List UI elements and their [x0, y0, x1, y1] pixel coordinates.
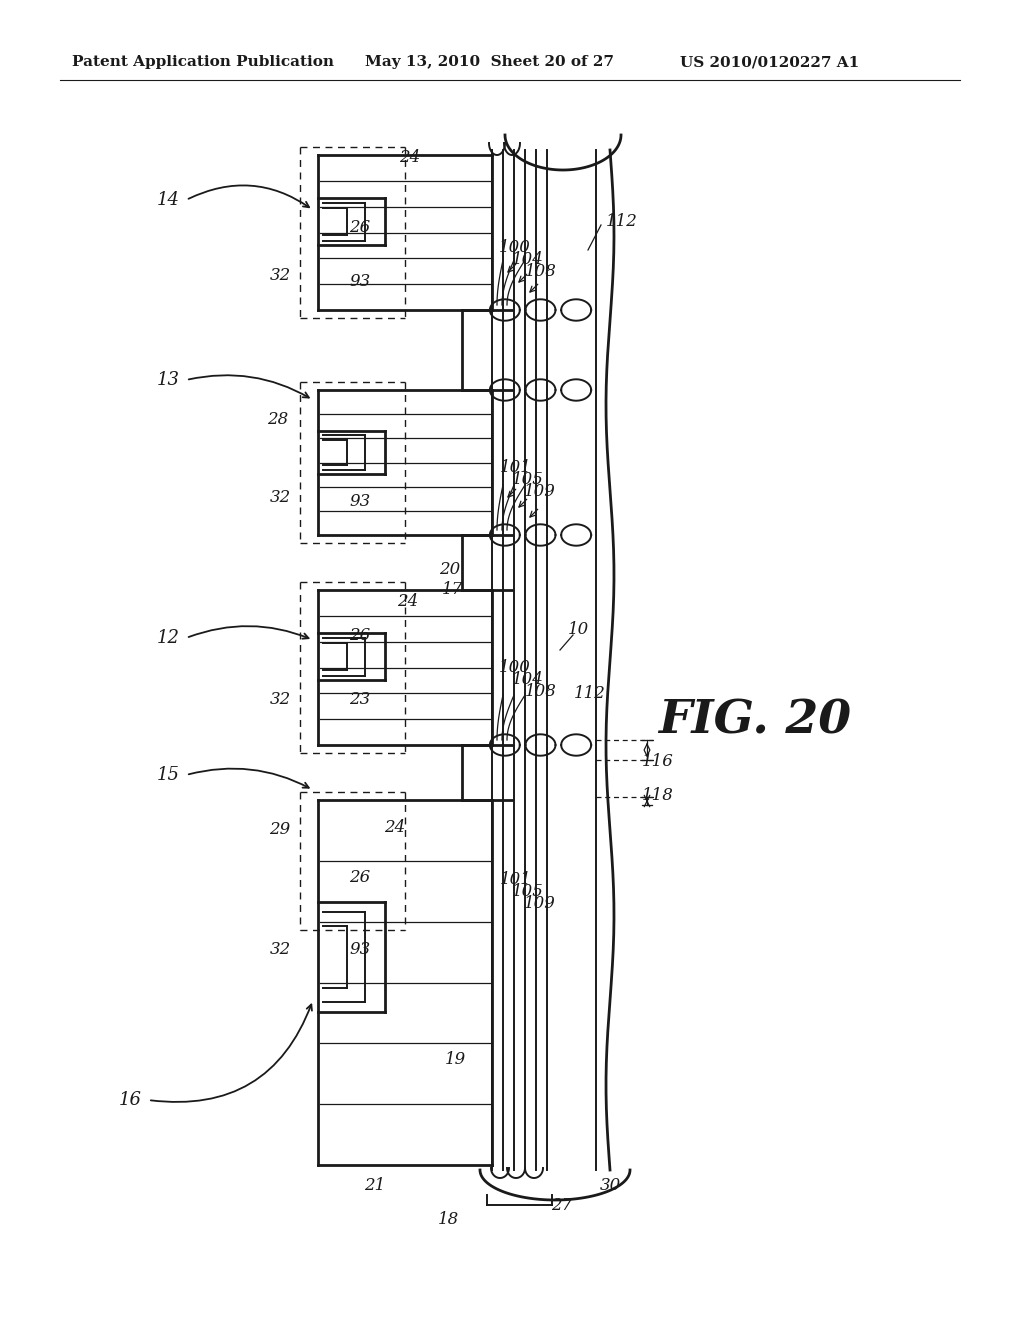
Text: 29: 29	[269, 821, 291, 838]
Text: 17: 17	[441, 582, 463, 598]
Text: 112: 112	[574, 685, 606, 702]
Text: FIG. 20: FIG. 20	[658, 697, 852, 743]
Text: May 13, 2010  Sheet 20 of 27: May 13, 2010 Sheet 20 of 27	[365, 55, 614, 69]
Text: 10: 10	[567, 622, 589, 639]
Text: 26: 26	[349, 627, 371, 644]
Text: 105: 105	[512, 883, 544, 900]
Text: Patent Application Publication: Patent Application Publication	[72, 55, 334, 69]
Text: 24: 24	[384, 820, 406, 837]
Text: 112: 112	[606, 214, 638, 231]
Text: 21: 21	[365, 1176, 386, 1193]
Text: 19: 19	[444, 1052, 466, 1068]
Text: 12: 12	[157, 630, 179, 647]
Text: 24: 24	[397, 594, 419, 610]
Text: 15: 15	[157, 766, 179, 784]
Text: 104: 104	[512, 672, 544, 689]
Text: 104: 104	[512, 252, 544, 268]
Text: 109: 109	[524, 483, 556, 500]
Text: 118: 118	[642, 787, 674, 804]
Text: 28: 28	[267, 412, 289, 429]
Text: 26: 26	[349, 870, 371, 887]
Text: 93: 93	[349, 273, 371, 290]
Text: 32: 32	[269, 941, 291, 958]
Text: 13: 13	[157, 371, 179, 389]
Text: 108: 108	[525, 264, 557, 281]
Text: 109: 109	[524, 895, 556, 912]
Text: 23: 23	[349, 692, 371, 709]
Text: 105: 105	[512, 471, 544, 488]
Text: 30: 30	[599, 1176, 621, 1193]
Text: 101: 101	[500, 871, 531, 888]
Text: 18: 18	[437, 1212, 459, 1229]
Text: 26: 26	[349, 219, 371, 236]
Text: 32: 32	[269, 490, 291, 507]
Text: 32: 32	[269, 692, 291, 709]
Text: 93: 93	[349, 494, 371, 511]
Text: US 2010/0120227 A1: US 2010/0120227 A1	[680, 55, 859, 69]
Text: 16: 16	[119, 1092, 141, 1109]
Text: 100: 100	[499, 660, 530, 676]
Text: 24: 24	[399, 149, 421, 166]
Text: 27: 27	[551, 1196, 572, 1213]
Text: 32: 32	[269, 267, 291, 284]
Text: 14: 14	[157, 191, 179, 209]
Text: 108: 108	[525, 684, 557, 701]
Text: 93: 93	[349, 941, 371, 958]
Text: 20: 20	[439, 561, 461, 578]
Text: 100: 100	[499, 239, 530, 256]
Text: 116: 116	[642, 754, 674, 771]
Text: 101: 101	[500, 459, 531, 477]
